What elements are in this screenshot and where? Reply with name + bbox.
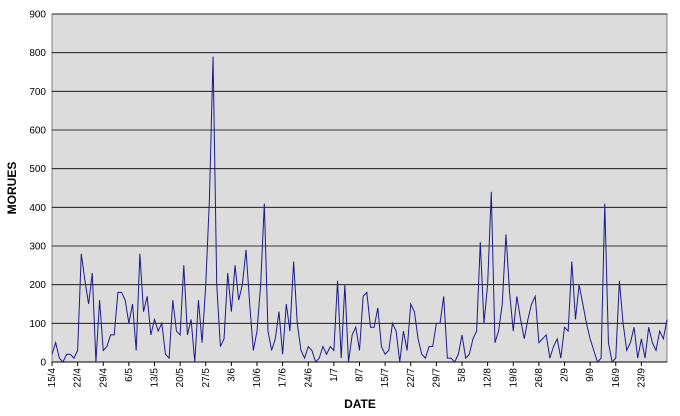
y-tick-label: 900 [29, 10, 46, 21]
x-tick-label: 29/7 [431, 368, 442, 388]
x-axis-title: DATE [344, 397, 376, 411]
y-tick-label: 400 [29, 203, 46, 214]
x-tick-label: 8/7 [355, 368, 366, 382]
y-axis-title: MORUES [5, 162, 19, 215]
x-tick-label: 3/6 [226, 368, 237, 382]
y-tick-label: 0 [40, 358, 46, 369]
x-tick-label: 15/7 [380, 368, 391, 388]
x-tick-label: 12/8 [483, 368, 494, 388]
y-tick-label: 700 [29, 87, 46, 98]
y-tick-label: 600 [29, 126, 46, 137]
data-line [51, 56, 668, 364]
x-tick-label: 17/6 [278, 368, 289, 388]
y-tick-label: 200 [29, 280, 46, 291]
y-tick-label: 800 [29, 48, 46, 59]
x-tick-label: 5/8 [457, 368, 468, 382]
y-tick-label: 300 [29, 242, 46, 253]
plot-area [51, 13, 668, 363]
x-tick-label: 22/7 [406, 368, 417, 388]
x-tick-label: 19/8 [508, 368, 519, 388]
x-tick-label: 24/6 [303, 368, 314, 388]
x-tick-label: 27/5 [201, 368, 212, 388]
x-tick-label: 6/5 [124, 368, 135, 382]
x-tick-label: 16/9 [611, 368, 622, 388]
y-tick-label: 500 [29, 164, 46, 175]
y-tick-label: 100 [29, 319, 46, 330]
x-tick-label: 26/8 [534, 368, 545, 388]
x-tick-label: 10/6 [252, 368, 263, 388]
x-tick-label: 15/4 [47, 368, 58, 388]
x-tick-label: 23/9 [636, 368, 647, 388]
x-tick-label: 20/5 [175, 368, 186, 388]
x-tick-label: 13/5 [150, 368, 161, 388]
x-tick-label: 1/7 [329, 368, 340, 382]
x-tick-label: 2/9 [560, 368, 571, 382]
x-tick-label: 9/9 [585, 368, 596, 382]
x-tick-label: 29/4 [98, 368, 109, 388]
x-tick-label: 22/4 [73, 368, 84, 388]
